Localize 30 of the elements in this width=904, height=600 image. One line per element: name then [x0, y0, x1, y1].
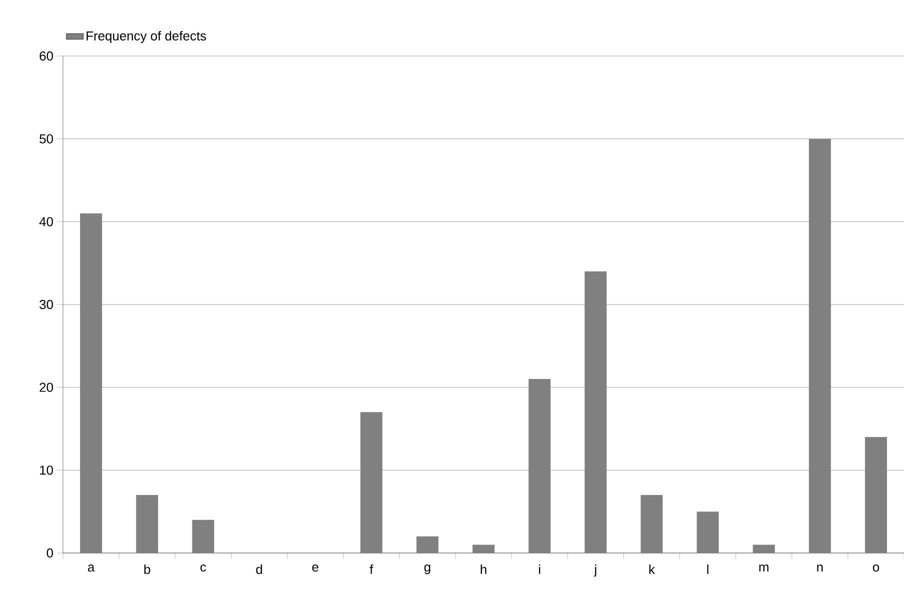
- y-tick-label: 40: [39, 217, 53, 226]
- x-tick-label: l: [707, 564, 708, 574]
- y-tick-label: 0: [46, 548, 53, 558]
- x-tick-label: g: [424, 564, 430, 574]
- bar: [472, 544, 495, 553]
- x-tick-label: f: [370, 564, 374, 574]
- x-tick-label: o: [872, 564, 880, 572]
- bar: [192, 520, 214, 553]
- x-tick-label: m: [759, 564, 768, 572]
- x-tick-label: h: [480, 564, 486, 574]
- bar: [136, 495, 158, 553]
- x-tick-label: j: [594, 564, 596, 577]
- x-tick-label: n: [817, 564, 823, 572]
- bar: [696, 512, 719, 553]
- x-tick-label: e: [312, 564, 318, 572]
- bar: [416, 536, 438, 553]
- y-tick-label: 10: [40, 466, 53, 475]
- y-tick-label: 50: [40, 134, 53, 144]
- x-tick-label: b: [144, 564, 150, 574]
- x-tick-label: k: [649, 564, 655, 574]
- legend-label: Frequency of defects: [86, 30, 206, 44]
- bar: [640, 495, 663, 553]
- y-tick-label: 60: [40, 51, 53, 61]
- x-tick-label: i: [538, 564, 540, 574]
- y-tick-label: 20: [40, 382, 53, 392]
- y-tick-label: 30: [40, 300, 53, 310]
- x-tick-label: d: [256, 564, 262, 574]
- bar: [752, 544, 775, 553]
- x-tick-label: a: [88, 564, 95, 572]
- x-tick-label: c: [200, 564, 206, 572]
